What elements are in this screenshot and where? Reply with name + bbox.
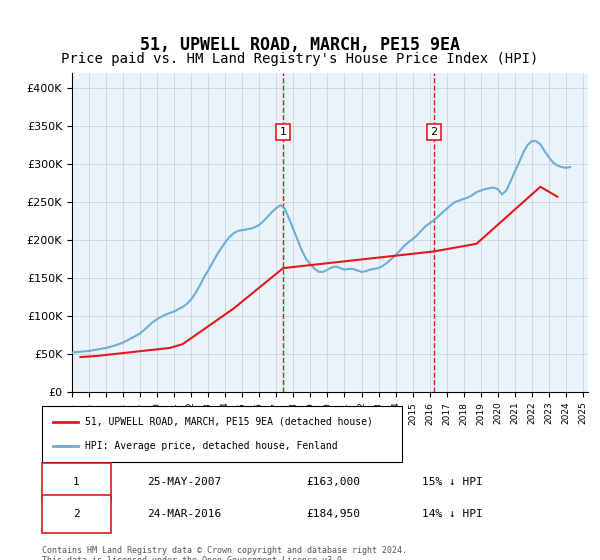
Text: 51, UPWELL ROAD, MARCH, PE15 9EA (detached house): 51, UPWELL ROAD, MARCH, PE15 9EA (detach…	[85, 417, 373, 427]
Text: Contains HM Land Registry data © Crown copyright and database right 2024.
This d: Contains HM Land Registry data © Crown c…	[42, 546, 407, 560]
Text: 15% ↓ HPI: 15% ↓ HPI	[422, 477, 483, 487]
Text: 51, UPWELL ROAD, MARCH, PE15 9EA: 51, UPWELL ROAD, MARCH, PE15 9EA	[140, 36, 460, 54]
Text: 14% ↓ HPI: 14% ↓ HPI	[422, 509, 483, 519]
Text: 2: 2	[430, 127, 437, 137]
Text: 25-MAY-2007: 25-MAY-2007	[148, 477, 222, 487]
Text: 1: 1	[280, 127, 287, 137]
FancyBboxPatch shape	[42, 406, 402, 462]
Text: 1: 1	[73, 477, 80, 487]
Text: 2: 2	[73, 509, 80, 519]
Text: Price paid vs. HM Land Registry's House Price Index (HPI): Price paid vs. HM Land Registry's House …	[61, 52, 539, 66]
Text: £163,000: £163,000	[306, 477, 360, 487]
FancyBboxPatch shape	[42, 495, 110, 533]
Text: HPI: Average price, detached house, Fenland: HPI: Average price, detached house, Fenl…	[85, 441, 338, 451]
Text: £184,950: £184,950	[306, 509, 360, 519]
FancyBboxPatch shape	[42, 463, 110, 501]
Text: 24-MAR-2016: 24-MAR-2016	[148, 509, 222, 519]
